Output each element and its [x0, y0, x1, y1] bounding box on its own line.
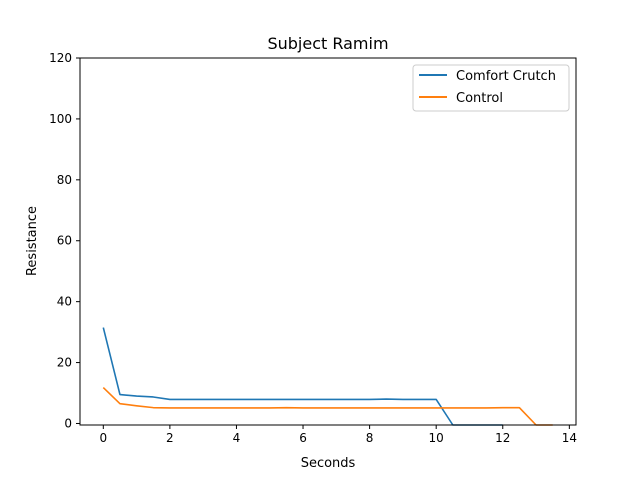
x-tick-label: 14: [562, 431, 577, 445]
y-tick-label: 40: [57, 295, 72, 309]
series-line-control: [102, 386, 553, 426]
legend-label-comfort-crutch: Comfort Crutch: [456, 69, 556, 84]
x-tick-label: 12: [495, 431, 510, 445]
x-tick-label: 0: [99, 431, 107, 445]
legend-label-control: Control: [456, 91, 503, 106]
y-tick-label: 20: [57, 356, 72, 370]
x-axis-label: Seconds: [301, 456, 356, 471]
y-tick-label: 120: [49, 51, 72, 65]
y-tick-label: 60: [57, 234, 72, 248]
x-tick-label: 10: [429, 431, 444, 445]
plot-frame: [79, 57, 577, 426]
x-tick-label: 2: [166, 431, 174, 445]
x-tick-label: 8: [366, 431, 374, 445]
y-tick-label: 80: [57, 173, 72, 187]
series-line-comfort-crutch: [102, 327, 503, 426]
x-axis: 0 2 4 6 8 10 12 14: [99, 425, 577, 445]
x-tick-label: 4: [233, 431, 241, 445]
y-tick-label: 100: [49, 112, 72, 126]
y-axis-label: Resistance: [25, 206, 40, 276]
legend: Comfort Crutch Control: [412, 64, 570, 112]
chart-title: Subject Ramim: [267, 34, 388, 53]
legend-box: [412, 64, 570, 112]
y-tick-label: 0: [64, 416, 72, 430]
series-layer: [102, 327, 553, 426]
x-tick-label: 6: [299, 431, 307, 445]
y-axis: 0 20 40 60 80 100 120: [49, 51, 80, 430]
